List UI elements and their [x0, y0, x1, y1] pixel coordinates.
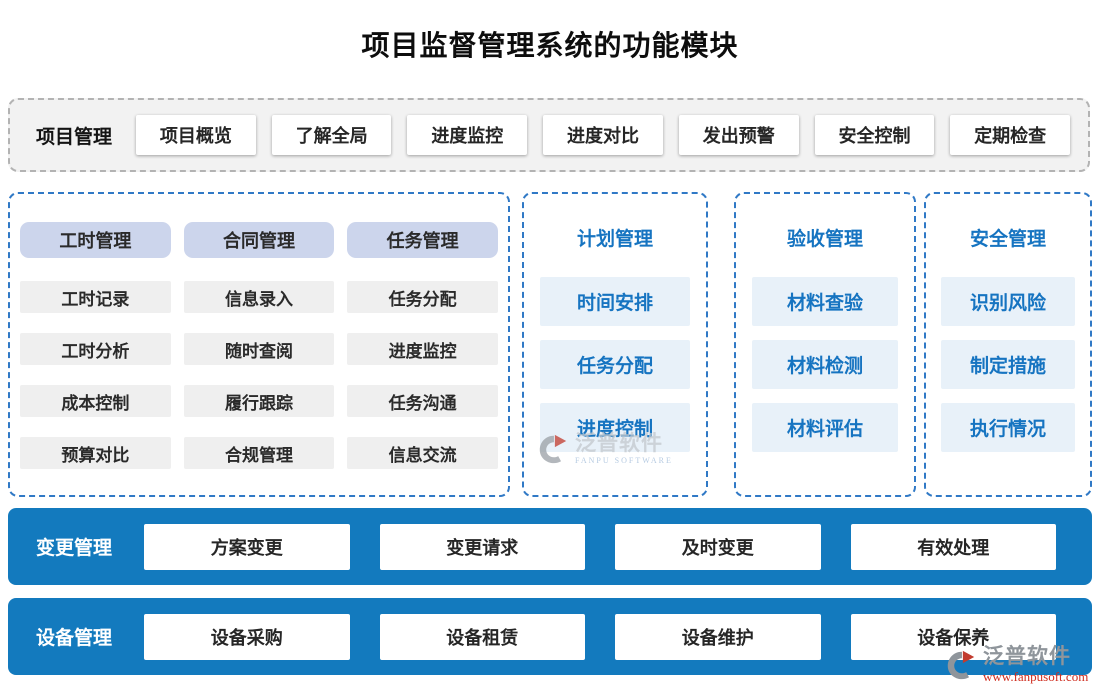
item-info-exchange[interactable]: 信息交流 — [347, 437, 499, 469]
column-task-management: 任务管理 任务分配 进度监控 任务沟通 信息交流 — [347, 222, 499, 495]
page-title: 项目监督管理系统的功能模块 — [361, 31, 739, 62]
button-project-overview[interactable]: 项目概览 — [136, 115, 256, 155]
item-cost-control[interactable]: 成本控制 — [20, 385, 171, 417]
header-acceptance-management: 验收管理 — [786, 229, 863, 250]
item-worktime-analysis[interactable]: 工时分析 — [20, 333, 171, 365]
item-material-testing[interactable]: 材料检测 — [752, 340, 898, 389]
header-contract-management[interactable]: 合同管理 — [183, 222, 335, 258]
watermark-brand-cn: 泛普软件 — [983, 644, 1071, 668]
item-budget-compare[interactable]: 预算对比 — [20, 437, 171, 469]
button-equipment-upkeep[interactable]: 设备保养 — [850, 613, 1057, 660]
management-matrix: 工时管理 工时记录 工时分析 成本控制 预算对比 合同管理 信息录入 随时查阅 … — [8, 192, 510, 497]
item-progress-control[interactable]: 进度控制 — [540, 403, 690, 452]
watermark-brand-en: FANPU SOFTWARE — [575, 456, 673, 465]
button-equipment-maintenance[interactable]: 设备维护 — [615, 613, 821, 660]
button-progress-compare[interactable]: 进度对比 — [543, 115, 663, 155]
item-task-allocation[interactable]: 任务分配 — [540, 340, 690, 389]
item-execution-status[interactable]: 执行情况 — [940, 403, 1076, 452]
header-task-management[interactable]: 任务管理 — [347, 222, 499, 258]
header-worktime-management[interactable]: 工时管理 — [20, 222, 171, 258]
header-safety-management: 安全管理 — [969, 229, 1046, 250]
item-worktime-record[interactable]: 工时记录 — [20, 281, 171, 313]
item-time-arrangement[interactable]: 时间安排 — [540, 277, 690, 326]
item-info-entry[interactable]: 信息录入 — [183, 281, 335, 313]
equipment-management-bar: 设备管理 设备采购 设备租赁 设备维护 设备保养 — [8, 598, 1092, 675]
item-performance-tracking[interactable]: 履行跟踪 — [183, 385, 335, 417]
watermark-center: 泛普软件 FANPU SOFTWARE — [536, 432, 673, 466]
button-effective-handle[interactable]: 有效处理 — [850, 523, 1057, 570]
button-know-overall[interactable]: 了解全局 — [271, 115, 392, 155]
project-management-strip: 项目管理 项目概览 了解全局 进度监控 进度对比 发出预警 安全控制 定期检查 — [8, 98, 1090, 172]
watermark-brand-cn: 泛普软件 — [575, 431, 663, 455]
panel-plan-management: 计划管理 时间安排 任务分配 进度控制 — [522, 192, 708, 497]
change-management-label: 变更管理 — [36, 538, 113, 559]
item-task-communication[interactable]: 任务沟通 — [347, 385, 499, 417]
column-contract-management: 合同管理 信息录入 随时查阅 履行跟踪 合规管理 — [183, 222, 335, 495]
button-equipment-lease[interactable]: 设备租赁 — [379, 613, 586, 660]
fanpu-logo-icon — [947, 650, 975, 679]
item-risk-identification[interactable]: 识别风险 — [940, 277, 1076, 326]
button-plan-change[interactable]: 方案变更 — [144, 523, 350, 570]
button-safety-control[interactable]: 安全控制 — [814, 115, 935, 155]
button-change-request[interactable]: 变更请求 — [379, 523, 586, 570]
item-task-assignment[interactable]: 任务分配 — [347, 281, 499, 313]
button-equipment-purchase[interactable]: 设备采购 — [144, 613, 350, 660]
panel-safety-management: 安全管理 识别风险 制定措施 执行情况 — [924, 192, 1092, 497]
item-measure-formulation[interactable]: 制定措施 — [940, 340, 1076, 389]
project-management-label: 项目管理 — [36, 126, 113, 148]
item-material-evaluation[interactable]: 材料评估 — [752, 403, 898, 452]
header-plan-management: 计划管理 — [576, 229, 653, 250]
button-timely-change[interactable]: 及时变更 — [615, 523, 821, 570]
item-view-anytime[interactable]: 随时查阅 — [183, 333, 335, 365]
change-management-bar: 变更管理 方案变更 变更请求 及时变更 有效处理 — [8, 508, 1092, 585]
button-periodic-check[interactable]: 定期检查 — [950, 115, 1071, 155]
button-issue-warning[interactable]: 发出预警 — [678, 115, 799, 155]
panel-acceptance-management: 验收管理 材料查验 材料检测 材料评估 — [734, 192, 916, 497]
item-material-inspection[interactable]: 材料查验 — [752, 277, 898, 326]
item-compliance-management[interactable]: 合规管理 — [183, 437, 335, 469]
item-progress-monitoring[interactable]: 进度监控 — [347, 333, 499, 365]
fanpu-logo-icon — [539, 434, 567, 464]
equipment-management-label: 设备管理 — [36, 628, 113, 649]
button-progress-monitor[interactable]: 进度监控 — [407, 115, 528, 155]
watermark-url: www.fanpusoft.com — [983, 669, 1089, 684]
watermark-bottom-right: 泛普软件 www.fanpusoft.com — [944, 646, 1088, 683]
column-worktime-management: 工时管理 工时记录 工时分析 成本控制 预算对比 — [20, 222, 171, 495]
